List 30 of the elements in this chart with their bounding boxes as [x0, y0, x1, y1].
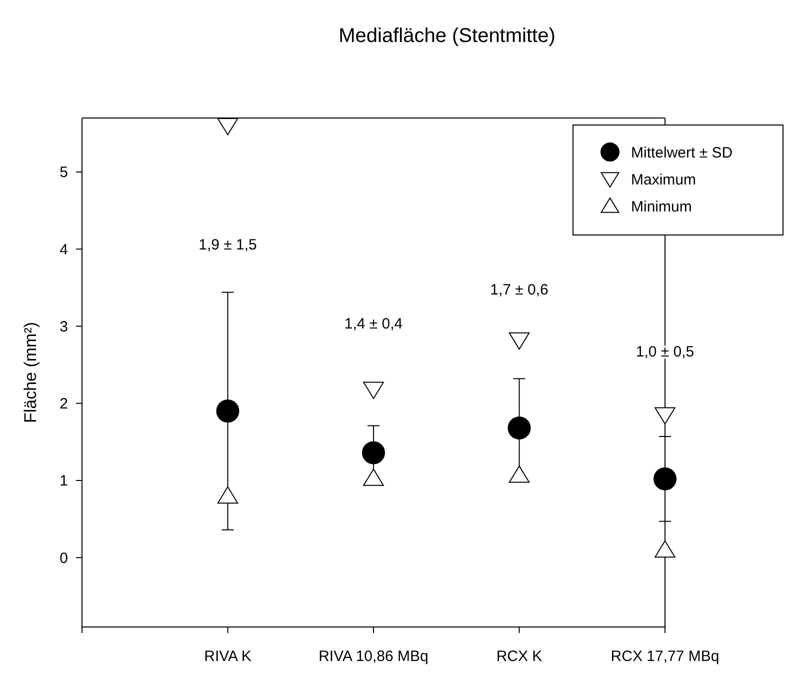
annotation: 1,9 ± 1,5	[198, 236, 257, 254]
y-tick-label: 2	[60, 396, 68, 413]
x-tick-label: RIVA 10,86 MBq	[318, 648, 428, 665]
legend-label: Maximum	[631, 171, 696, 188]
legend-label: Minimum	[631, 198, 692, 216]
point	[216, 400, 240, 423]
point	[654, 467, 676, 490]
point	[508, 332, 530, 350]
legend-label: Mittelwert ± SD	[631, 144, 733, 162]
y-axis-title: Fläche (mm²)	[21, 322, 40, 424]
y-tick-label: 1	[60, 472, 68, 490]
point	[654, 407, 676, 424]
point	[362, 441, 385, 464]
annotation: 1,7 ± 0,6	[490, 281, 548, 298]
y-tick-label: 3	[60, 318, 68, 336]
y-tick-label: 4	[60, 241, 68, 258]
point	[508, 416, 531, 440]
annotation: 1,4 ± 0,4	[344, 315, 403, 332]
x-tick-label: RCX K	[496, 648, 542, 665]
point	[363, 382, 384, 399]
point	[654, 540, 676, 558]
x-tick-label: RCX 17,77 MBq	[610, 648, 720, 665]
y-tick-label: 0	[60, 550, 68, 567]
point	[508, 466, 530, 483]
point	[363, 468, 384, 486]
chart-title: Mediafläche (Stentmitte)	[338, 25, 556, 47]
x-tick-label: RIVA K	[204, 648, 252, 665]
y-tick-label: 5	[60, 164, 68, 182]
point	[217, 118, 238, 136]
point	[217, 486, 238, 504]
